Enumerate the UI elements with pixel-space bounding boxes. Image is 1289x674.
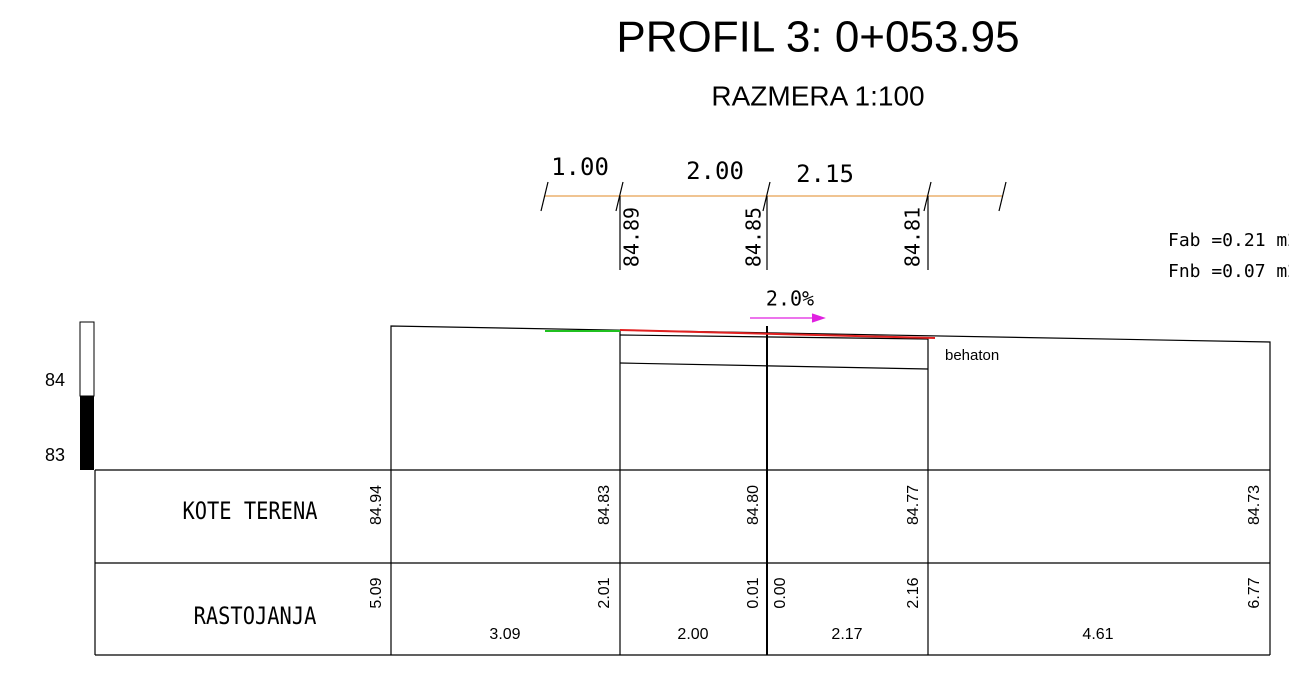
level-bar — [80, 396, 94, 470]
segment-value: 2.17 — [831, 626, 862, 643]
segment-value: 2.00 — [677, 626, 708, 643]
cell-value: 84.73 — [1246, 485, 1263, 525]
cell-value: 5.09 — [368, 577, 385, 608]
row-label: KOTE TERENA — [182, 497, 317, 525]
area: Fab =0.21 m2 — [1168, 230, 1289, 251]
segment-value: 4.61 — [1082, 626, 1113, 643]
cell-value: 0.01 — [745, 577, 762, 608]
cell-value: 6.77 — [1246, 577, 1263, 608]
row-label: RASTOJANJA — [194, 602, 317, 630]
cell-value: 84.83 — [596, 485, 613, 525]
elevation: 84.81 — [901, 207, 925, 267]
cell-value: 2.01 — [596, 577, 613, 608]
level-bar — [79, 321, 95, 397]
level-label: 83 — [45, 445, 65, 465]
title: PROFIL 3: 0+053.95 — [616, 13, 1019, 62]
dimension: 2.00 — [686, 157, 744, 185]
layer-label: behaton — [945, 347, 999, 364]
dimension-ticks — [540, 181, 1007, 270]
cell-value: 0.00 — [772, 577, 789, 608]
table-grid — [94, 469, 1271, 656]
cell-value: 84.94 — [368, 485, 385, 525]
level-label: 84 — [45, 370, 65, 390]
area: Fnb =0.07 m2 — [1168, 261, 1289, 282]
elevation: 84.89 — [620, 207, 644, 267]
subtitle: RAZMERA 1:100 — [711, 80, 924, 111]
dimension: 1.00 — [551, 153, 609, 181]
slope-arrow — [750, 313, 826, 323]
cell-value: 84.80 — [745, 485, 762, 525]
dimension: 2.15 — [796, 160, 854, 188]
elevation: 84.85 — [742, 207, 766, 267]
segment-value: 3.09 — [489, 626, 520, 643]
cell-value: 2.16 — [905, 577, 922, 608]
slope: 2.0% — [766, 287, 814, 311]
cell-value: 84.77 — [905, 485, 922, 525]
cross-section — [390, 325, 1271, 655]
